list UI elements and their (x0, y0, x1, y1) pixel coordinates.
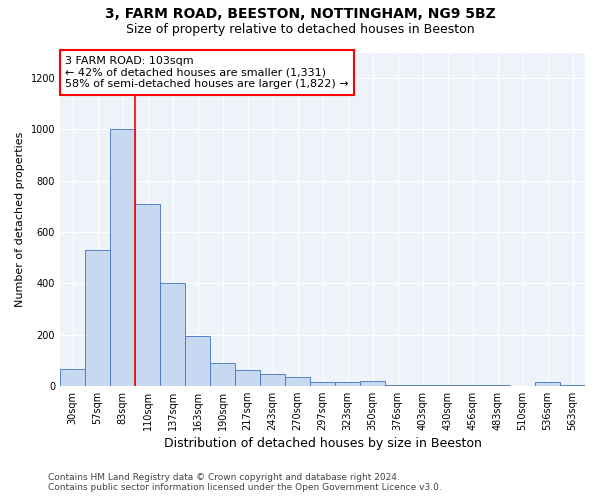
Bar (385, 384, 410, 386)
Bar (335, 382, 360, 386)
Bar (85, 250, 110, 386)
Bar (310, 382, 335, 386)
Bar (210, 362, 235, 386)
Bar (160, 284, 185, 386)
Bar (535, 382, 560, 386)
Text: 3, FARM ROAD, BEESTON, NOTTINGHAM, NG9 5BZ: 3, FARM ROAD, BEESTON, NOTTINGHAM, NG9 5… (104, 8, 496, 22)
X-axis label: Distribution of detached houses by size in Beeston: Distribution of detached houses by size … (164, 437, 481, 450)
Text: 3 FARM ROAD: 103sqm
← 42% of detached houses are smaller (1,331)
58% of semi-det: 3 FARM ROAD: 103sqm ← 42% of detached ho… (65, 56, 349, 89)
Bar (435, 384, 460, 386)
Bar (110, 130, 135, 386)
Bar (260, 374, 285, 386)
Bar (60, 369, 85, 386)
Y-axis label: Number of detached properties: Number of detached properties (15, 132, 25, 307)
Text: Contains HM Land Registry data © Crown copyright and database right 2024.
Contai: Contains HM Land Registry data © Crown c… (48, 473, 442, 492)
Bar (135, 204, 160, 386)
Text: Size of property relative to detached houses in Beeston: Size of property relative to detached ho… (125, 22, 475, 36)
Bar (285, 377, 310, 386)
Bar (410, 384, 435, 386)
Bar (185, 336, 210, 386)
Bar (235, 370, 260, 386)
Bar (360, 380, 385, 386)
